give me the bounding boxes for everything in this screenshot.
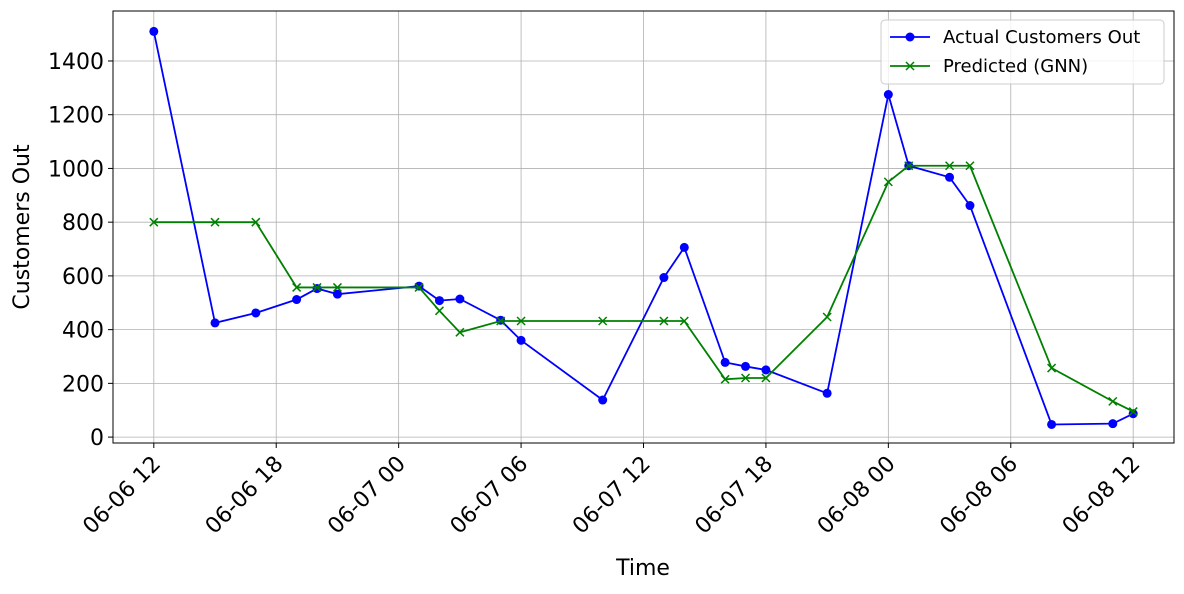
point — [434, 306, 444, 316]
point — [455, 327, 465, 337]
point — [904, 161, 914, 171]
point — [292, 282, 302, 292]
plot-frame — [112, 10, 1175, 444]
point — [761, 373, 771, 383]
y-axis-label: Customers Out — [10, 144, 35, 310]
point — [516, 316, 526, 326]
legend-label: Predicted (GNN) — [943, 56, 1088, 77]
point — [414, 282, 424, 292]
point — [945, 172, 955, 182]
point — [741, 361, 751, 371]
point — [720, 357, 730, 367]
point — [251, 308, 261, 318]
point — [251, 217, 261, 227]
point — [822, 312, 832, 322]
point — [1108, 396, 1118, 406]
x-axis-label: Time — [615, 556, 670, 581]
point — [1108, 419, 1118, 429]
point — [1128, 407, 1138, 417]
legend-marker — [905, 61, 915, 71]
legend-label: Actual Customers Out — [943, 27, 1140, 48]
point — [740, 373, 751, 383]
point — [332, 282, 342, 292]
point — [292, 295, 302, 305]
point — [1047, 419, 1057, 429]
y-tick-label: 800 — [62, 211, 104, 236]
point — [312, 284, 322, 294]
y-tick-label: 600 — [62, 265, 104, 290]
y-tick-label: 400 — [62, 319, 104, 344]
point — [149, 26, 159, 36]
point — [434, 296, 444, 306]
point — [659, 316, 669, 326]
point — [496, 316, 506, 326]
point — [679, 242, 689, 252]
point — [598, 316, 608, 326]
y-tick-label: 1000 — [48, 157, 104, 182]
point — [516, 335, 526, 345]
point — [761, 365, 771, 375]
x-tick-label: 06-06 12 — [78, 452, 166, 540]
x-tick-label: 06-06 18 — [201, 452, 289, 540]
point — [965, 161, 975, 171]
point — [332, 289, 342, 299]
x-tick-label: 06-08 12 — [1058, 452, 1146, 540]
x-tick-label: 06-07 06 — [446, 452, 534, 540]
x-tick-label: 06-07 18 — [691, 452, 779, 540]
point — [210, 217, 220, 227]
legend-box — [880, 19, 1165, 85]
point — [822, 388, 832, 398]
x-tick-label: 06-07 00 — [323, 452, 411, 540]
x-tick-label: 06-07 12 — [568, 452, 656, 540]
point — [720, 374, 730, 384]
point — [679, 316, 689, 326]
point — [1047, 363, 1057, 373]
legend-marker — [905, 32, 915, 42]
y-tick-label: 1400 — [48, 50, 104, 75]
point — [659, 273, 669, 283]
point — [312, 282, 322, 292]
point — [1128, 409, 1138, 419]
x-tick-label: 06-08 06 — [935, 452, 1023, 540]
point — [883, 177, 893, 187]
point — [598, 395, 608, 405]
point — [149, 217, 159, 227]
point — [883, 90, 893, 100]
y-tick-label: 200 — [62, 372, 104, 397]
point — [965, 201, 975, 211]
point — [414, 281, 424, 291]
y-tick-label: 1200 — [48, 104, 104, 129]
point — [945, 161, 955, 171]
point — [455, 294, 465, 304]
x-tick-label: 06-08 00 — [813, 452, 901, 540]
y-tick-label: 0 — [90, 426, 104, 451]
point — [210, 318, 220, 328]
